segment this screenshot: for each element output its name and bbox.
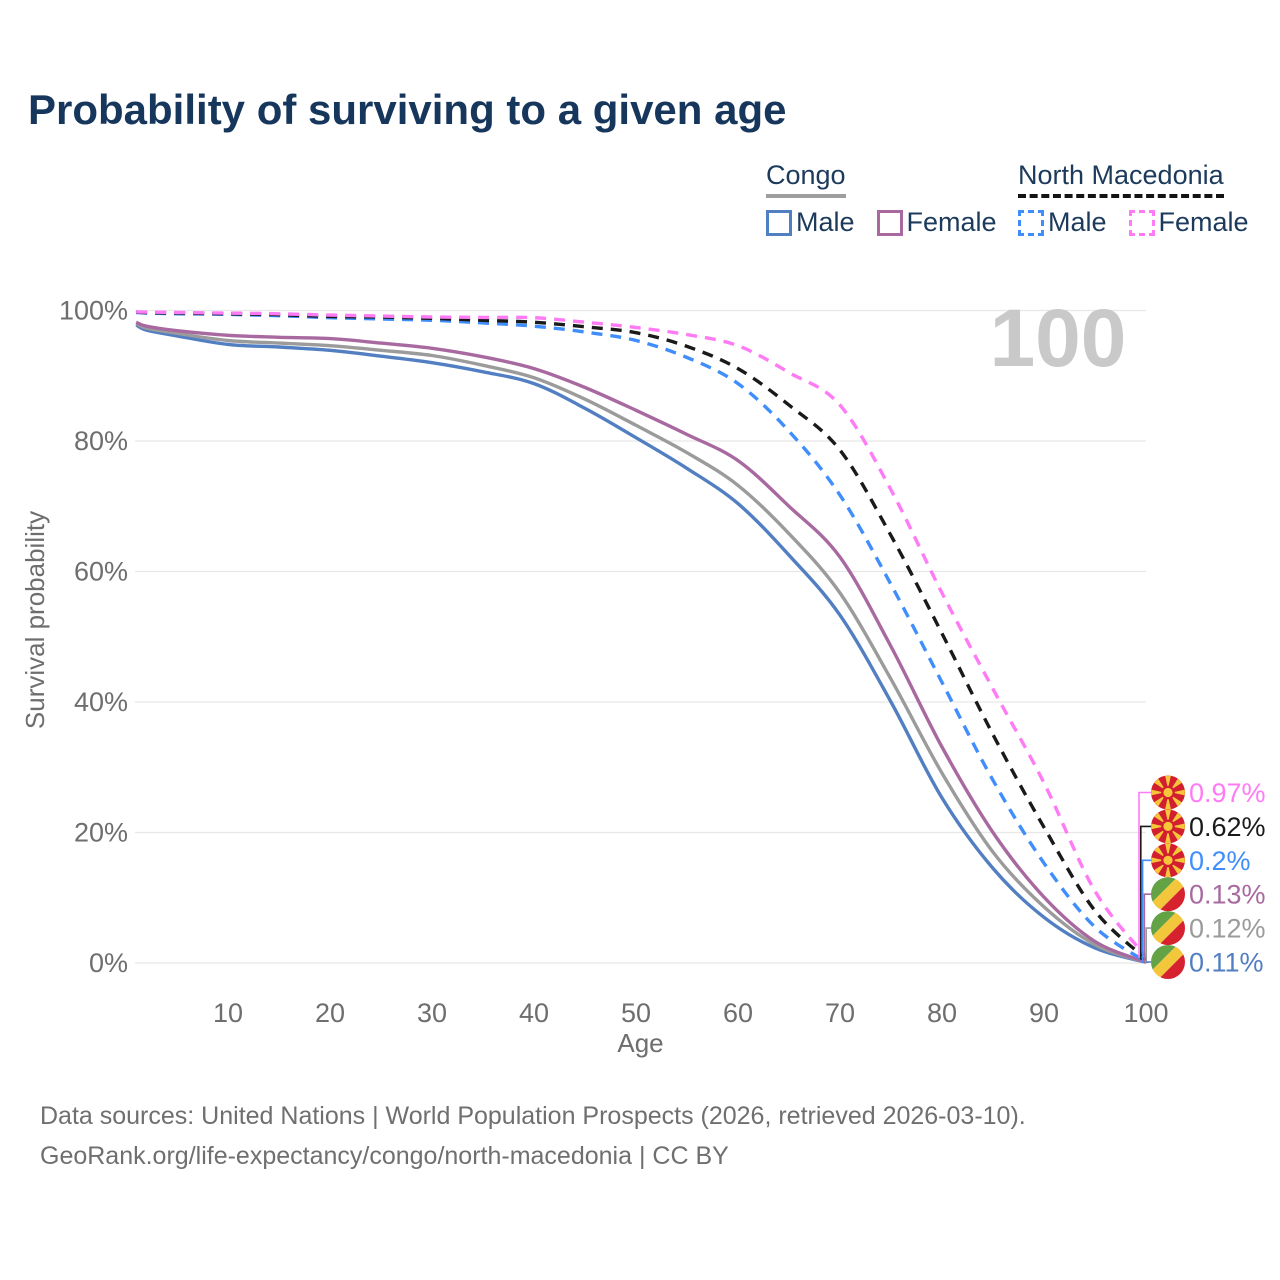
sun-ray xyxy=(1172,778,1182,789)
sun-ray xyxy=(1154,812,1164,823)
series-line-north-macedonia-male xyxy=(136,310,1147,964)
sun-ray xyxy=(1165,809,1171,820)
page-title: Probability of surviving to a given age xyxy=(28,86,787,133)
legend-group-north-macedonia: North Macedonia Male Female xyxy=(1018,160,1271,238)
y-tick-label: 100% xyxy=(59,296,128,326)
north-macedonia-female-swatch[interactable] xyxy=(1128,209,1155,236)
x-tick-label: 60 xyxy=(723,998,753,1028)
series-line-north-macedonia-female xyxy=(136,310,1148,958)
sun-disc xyxy=(1163,855,1173,865)
x-tick-label: 90 xyxy=(1029,998,1059,1028)
legend-items-north-macedonia: Male Female xyxy=(1018,207,1271,238)
sun-ray xyxy=(1172,846,1182,856)
sun-ray xyxy=(1172,864,1182,875)
sun-ray xyxy=(1154,796,1164,807)
x-tick-label: 40 xyxy=(519,998,549,1028)
series-line-congo-male xyxy=(135,323,1147,964)
yellow-stripe xyxy=(1148,874,1188,914)
legend-group-congo: Congo Male Female xyxy=(766,160,1019,238)
sun-ray xyxy=(1165,867,1171,878)
end-label-north-macedonia-male: 0.2% xyxy=(1189,846,1251,876)
congo-male-label[interactable]: Male xyxy=(796,207,855,237)
north-macedonia-male-swatch[interactable] xyxy=(1018,209,1044,236)
x-tick-label: 50 xyxy=(621,998,651,1028)
sun-ray xyxy=(1174,857,1185,864)
x-tick-label: 30 xyxy=(417,998,447,1028)
end-label-north-macedonia-both-sexes: 0.62% xyxy=(1189,812,1266,842)
end-label-congo-female: 0.13% xyxy=(1189,880,1266,910)
congo-female-swatch[interactable] xyxy=(876,209,903,236)
age-watermark: 100 xyxy=(990,293,1127,384)
y-tick-label: 0% xyxy=(89,948,128,978)
yellow-stripe xyxy=(1148,942,1188,982)
leader-line-congo-both-sexes xyxy=(1145,927,1151,963)
sun-ray xyxy=(1174,789,1185,796)
sun-ray xyxy=(1172,796,1182,807)
x-tick-label: 20 xyxy=(315,998,345,1028)
sun-ray xyxy=(1154,864,1164,875)
series-line-north-macedonia-both-sexes xyxy=(136,310,1148,961)
legend-country-congo[interactable]: Congo xyxy=(766,160,846,198)
sun-ray xyxy=(1165,833,1171,844)
north-macedonia-male-label[interactable]: Male xyxy=(1048,207,1107,237)
y-tick-label: 20% xyxy=(74,818,128,848)
north-macedonia-flag-icon xyxy=(1151,775,1185,810)
x-tick-label: 80 xyxy=(927,998,957,1028)
leader-line-congo-female xyxy=(1143,893,1151,963)
x-tick-label: 70 xyxy=(825,998,855,1028)
sun-ray xyxy=(1154,830,1164,841)
legend-items-congo: Male Female xyxy=(766,207,1019,238)
end-label-congo-male: 0.11% xyxy=(1189,948,1264,978)
x-tick-label: 10 xyxy=(213,998,243,1028)
series-line-congo-female xyxy=(135,320,1147,964)
y-axis-title: Survival probability xyxy=(20,511,50,729)
x-tick-label: 100 xyxy=(1123,998,1168,1028)
sun-disc xyxy=(1163,787,1173,798)
series-line-congo-both-sexes xyxy=(135,321,1147,964)
north-macedonia-flag-icon xyxy=(1151,843,1185,878)
north-macedonia-flag-icon xyxy=(1151,809,1185,844)
sun-ray xyxy=(1154,846,1164,856)
sun-disc xyxy=(1163,821,1173,832)
sun-ray xyxy=(1154,778,1164,789)
sun-ray xyxy=(1172,812,1182,823)
sun-ray xyxy=(1151,857,1162,864)
sun-ray xyxy=(1172,830,1182,841)
x-axis-title: Age xyxy=(617,1028,663,1058)
yellow-stripe xyxy=(1148,908,1188,948)
congo-female-label[interactable]: Female xyxy=(906,207,997,237)
sun-ray xyxy=(1165,843,1171,854)
attribution-line: GeoRank.org/life-expectancy/congo/north-… xyxy=(40,1142,729,1170)
y-tick-label: 80% xyxy=(74,426,128,456)
end-label-north-macedonia-female: 0.97% xyxy=(1189,778,1266,808)
congo-male-swatch[interactable] xyxy=(766,209,792,236)
legend-country-north-macedonia[interactable]: North Macedonia xyxy=(1018,160,1224,198)
end-label-congo-both-sexes: 0.12% xyxy=(1189,914,1266,944)
sun-ray xyxy=(1151,789,1162,796)
sun-ray xyxy=(1174,823,1185,830)
y-tick-label: 60% xyxy=(74,557,128,587)
data-sources-line: Data sources: United Nations | World Pop… xyxy=(40,1102,1026,1130)
footer: Data sources: United Nations | World Pop… xyxy=(40,1096,1026,1176)
sun-ray xyxy=(1151,823,1162,830)
sun-ray xyxy=(1165,799,1171,810)
north-macedonia-female-label[interactable]: Female xyxy=(1158,207,1249,237)
y-tick-label: 40% xyxy=(74,687,128,717)
sun-ray xyxy=(1165,775,1171,786)
